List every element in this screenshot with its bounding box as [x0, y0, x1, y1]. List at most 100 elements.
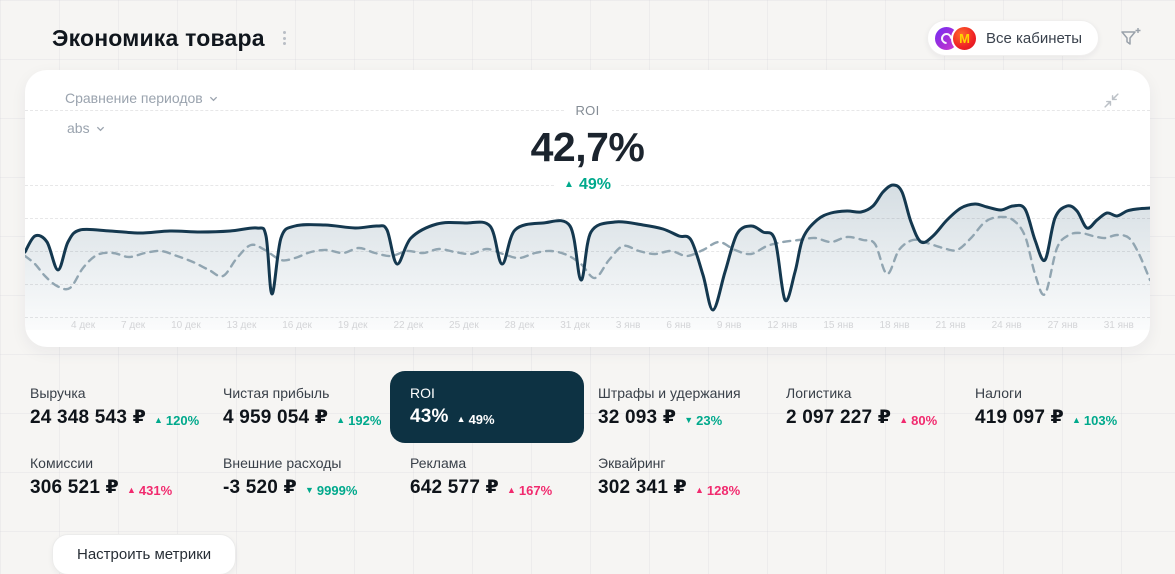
- metric-value-row: 43% ▲ 49%: [410, 406, 576, 428]
- metric-label: Логистика: [786, 385, 852, 401]
- metric-card[interactable]: Штрафы и удержания 32 093 ₽ ▼ 23%: [598, 372, 786, 442]
- metric-label: Штрафы и удержания: [598, 385, 741, 401]
- metric-change: ▲ 128%: [695, 483, 740, 498]
- header: Экономика товара M Все кабинеты: [0, 0, 1175, 70]
- period-comparison-label: Сравнение периодов: [65, 90, 203, 106]
- metric-label: Выручка: [30, 385, 86, 401]
- chart-metric-label: ROI: [563, 103, 612, 118]
- metric-label: Эквайринг: [598, 455, 666, 471]
- trend-up-icon: ▲: [154, 415, 163, 425]
- metric-value-row: 24 348 543 ₽ ▲ 120%: [30, 406, 223, 429]
- trend-up-icon: ▲: [456, 414, 466, 424]
- metric-change-value: 103%: [1083, 413, 1118, 428]
- metric-value-row: 2 097 227 ₽ ▲ 80%: [786, 406, 975, 429]
- metric-card[interactable]: ROI 43% ▲ 49%: [390, 371, 584, 443]
- metric-label: Комиссии: [30, 455, 94, 471]
- roi-chart-card: Сравнение периодов abs ROI 42,7% ▲ 49%: [25, 70, 1150, 347]
- collapse-chart-button[interactable]: [1099, 88, 1124, 116]
- page-title: Экономика товара: [52, 24, 265, 51]
- metric-card[interactable]: Налоги 419 097 ₽ ▲ 103%: [975, 372, 1145, 442]
- metric-value: 302 341 ₽: [598, 477, 687, 498]
- metric-value: 306 521 ₽: [30, 477, 119, 498]
- metric-change: ▲ 192%: [336, 413, 381, 428]
- filter-plus-icon: [1121, 28, 1141, 45]
- trend-up-icon: ▲: [694, 485, 704, 495]
- previous-period-line: [25, 215, 1150, 296]
- all-cabinets-label: Все кабинеты: [986, 29, 1082, 47]
- trend-up-icon: ▲: [126, 485, 136, 495]
- metric-change-value: 120%: [165, 413, 200, 428]
- metric-card[interactable]: Эквайринг 302 341 ₽ ▲ 128%: [598, 442, 786, 512]
- metric-label: ROI: [410, 385, 435, 401]
- metric-change: ▲ 120%: [154, 413, 199, 428]
- metric-label: Чистая прибыль: [223, 385, 330, 401]
- period-comparison-dropdown[interactable]: Сравнение периодов: [65, 90, 218, 106]
- metric-change-value: 80%: [911, 413, 938, 428]
- abs-mode-label: abs: [67, 120, 90, 136]
- metric-card[interactable]: Логистика 2 097 227 ₽ ▲ 80%: [786, 372, 975, 442]
- metric-change-value: 23%: [696, 413, 723, 428]
- metric-card[interactable]: Выручка 24 348 543 ₽ ▲ 120%: [30, 372, 223, 442]
- metric-value-row: 642 577 ₽ ▲ 167%: [410, 476, 598, 499]
- chart-metric-change-value: 49%: [578, 176, 611, 193]
- trend-up-icon: ▲: [1071, 415, 1081, 425]
- metric-value-row: 32 093 ₽ ▼ 23%: [598, 406, 786, 429]
- metric-change: ▼ 23%: [684, 413, 722, 428]
- metric-label: Внешние расходы: [223, 455, 342, 471]
- metric-value-row: -3 520 ₽ ▼ 9999%: [223, 476, 410, 499]
- current-period-line: [25, 183, 1150, 312]
- metric-change: ▼ 9999%: [305, 483, 357, 498]
- metric-value: -3 520 ₽: [223, 477, 297, 498]
- metric-change: ▲ 80%: [899, 413, 937, 428]
- chart-metric-change: ▲ 49%: [554, 176, 621, 194]
- metric-change-value: 9999%: [316, 483, 358, 498]
- all-cabinets-button[interactable]: M Все кабинеты: [927, 20, 1099, 56]
- line-chart[interactable]: [25, 180, 1150, 330]
- metrics-section: Выручка 24 348 543 ₽ ▲ 120% Чистая прибыль 4 …: [30, 371, 1145, 512]
- metric-change-value: 49%: [468, 412, 495, 427]
- metric-card[interactable]: Внешние расходы -3 520 ₽ ▼ 9999%: [223, 442, 410, 512]
- metric-change: ▲ 167%: [507, 483, 552, 498]
- header-actions: M Все кабинеты: [927, 20, 1145, 56]
- metric-value-row: 419 097 ₽ ▲ 103%: [975, 406, 1145, 429]
- metric-value: 32 093 ₽: [598, 407, 677, 428]
- configure-metrics-button[interactable]: Настроить метрики: [52, 534, 237, 574]
- metric-change: ▲ 103%: [1072, 413, 1117, 428]
- metric-label: Налоги: [975, 385, 1022, 401]
- chevron-down-icon: [96, 126, 104, 131]
- metric-card[interactable]: Комиссии 306 521 ₽ ▲ 431%: [30, 442, 223, 512]
- metric-card[interactable]: Чистая прибыль 4 959 054 ₽ ▲ 192%: [223, 372, 410, 442]
- trend-up-icon: ▲: [336, 415, 346, 425]
- metric-change-value: 192%: [348, 413, 382, 428]
- line-chart-svg: [25, 183, 1150, 330]
- metric-value: 24 348 543 ₽: [30, 407, 146, 428]
- metric-value: 4 959 054 ₽: [223, 407, 329, 428]
- chevron-down-icon: [209, 96, 217, 101]
- kebab-menu-icon[interactable]: [279, 27, 290, 49]
- metric-value: 642 577 ₽: [410, 477, 499, 498]
- metric-value: 43%: [410, 406, 449, 427]
- trend-down-icon: ▼: [684, 415, 694, 425]
- abs-mode-dropdown[interactable]: abs: [67, 120, 105, 136]
- metric-row-1: Выручка 24 348 543 ₽ ▲ 120% Чистая прибыль 4 …: [30, 371, 1145, 443]
- metric-change-value: 431%: [138, 483, 173, 498]
- megamarket-icon: M: [951, 24, 978, 52]
- metric-label: Реклама: [410, 455, 467, 471]
- current-period-area: [25, 185, 1150, 330]
- metric-row-2: Комиссии 306 521 ₽ ▲ 431% Внешние расходы -3 …: [30, 442, 1145, 512]
- configure-metrics-label: Настроить метрики: [77, 546, 212, 563]
- metric-card[interactable]: Реклама 642 577 ₽ ▲ 167%: [410, 442, 598, 512]
- metric-value-row: 4 959 054 ₽ ▲ 192%: [223, 406, 410, 429]
- metric-value-row: 302 341 ₽ ▲ 128%: [598, 476, 786, 499]
- metric-value-row: 306 521 ₽ ▲ 431%: [30, 476, 223, 499]
- trend-down-icon: ▼: [304, 485, 314, 495]
- metric-change: ▲ 431%: [127, 483, 172, 498]
- metric-change: ▲ 49%: [457, 412, 495, 427]
- trend-up-icon: ▲: [899, 415, 909, 425]
- filter-add-button[interactable]: [1115, 23, 1145, 53]
- trend-up-icon: ▲: [506, 485, 516, 495]
- marketplace-avatars: M: [933, 24, 978, 52]
- metric-value: 2 097 227 ₽: [786, 407, 892, 428]
- metric-value: 419 097 ₽: [975, 407, 1064, 428]
